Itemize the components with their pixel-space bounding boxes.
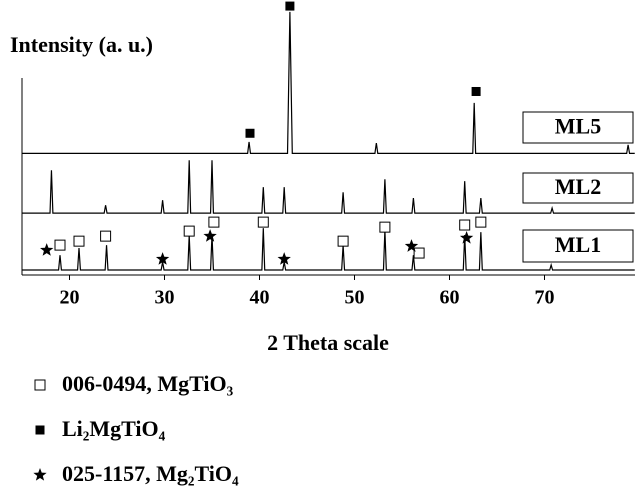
x-axis-label: 2 Theta scale xyxy=(267,330,389,355)
open-square-marker xyxy=(183,225,195,237)
open-square-marker xyxy=(100,230,112,242)
star-marker xyxy=(40,243,54,256)
series-label-box xyxy=(522,229,634,263)
legend-symbol xyxy=(34,379,46,391)
spectrum-line xyxy=(22,11,635,154)
x-tick-label: 70 xyxy=(535,287,555,309)
open-square-marker xyxy=(475,216,487,228)
y-axis-label: Intensity (a. u.) xyxy=(10,32,153,57)
series-label-box xyxy=(522,111,634,144)
x-tick-label: 60 xyxy=(440,287,460,309)
x-tick-label: 20 xyxy=(60,287,80,309)
legend-symbol xyxy=(33,468,47,481)
open-square-marker xyxy=(459,219,471,231)
open-square-marker xyxy=(73,235,85,247)
open-square-marker xyxy=(337,235,349,247)
filled-square-marker xyxy=(471,86,481,96)
star-marker xyxy=(155,252,170,265)
x-tick-label: 40 xyxy=(250,287,270,309)
open-square-marker xyxy=(208,216,220,228)
legend-label: 025-1157, Mg₂TiO₄ xyxy=(62,461,239,486)
legend-label: 006-0494, MgTiO₃ xyxy=(62,371,234,396)
open-square-marker xyxy=(379,221,391,233)
star-marker xyxy=(203,229,217,242)
filled-square-marker xyxy=(285,1,295,11)
legend-symbol xyxy=(35,425,45,435)
star-marker xyxy=(277,252,291,265)
open-square-marker xyxy=(257,216,269,228)
series-label-box xyxy=(522,172,634,204)
series-label: ML2 xyxy=(555,174,601,199)
series-label: ML5 xyxy=(555,114,601,139)
star-marker xyxy=(459,230,474,244)
filled-square-marker xyxy=(245,128,255,138)
star-marker xyxy=(404,239,419,252)
x-tick-label: 30 xyxy=(155,287,175,309)
open-square-marker xyxy=(413,247,425,259)
series-label: ML1 xyxy=(555,232,601,257)
spectrum-line xyxy=(22,228,635,271)
x-tick-label: 50 xyxy=(345,287,365,309)
open-square-marker xyxy=(54,239,66,251)
spectrum-line xyxy=(22,160,635,214)
legend-label: Li₂MgTiO₄ xyxy=(62,416,166,441)
